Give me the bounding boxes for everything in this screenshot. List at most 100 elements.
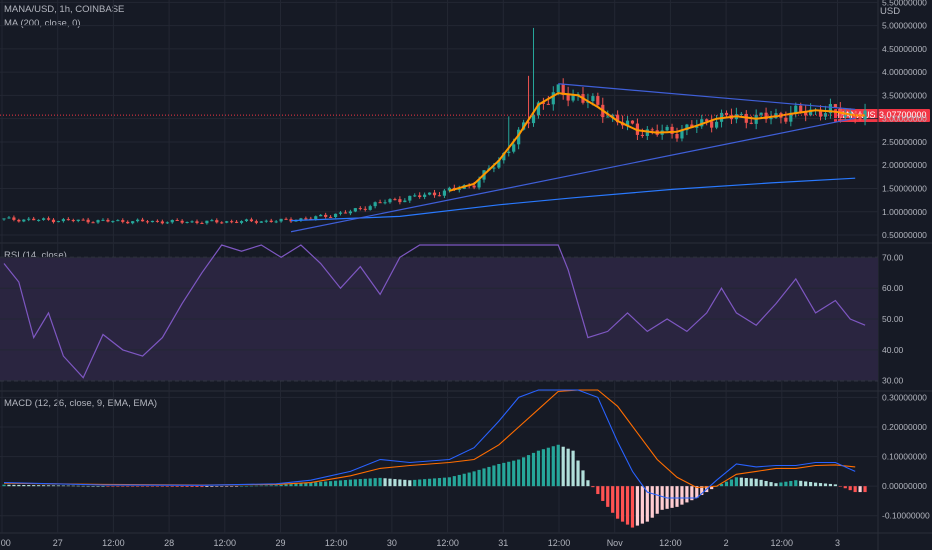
macd-histogram-bar	[764, 480, 768, 487]
ma-legend: MA (200, close, 0)	[4, 18, 81, 29]
price-tick-label: 2.00000000	[882, 160, 927, 170]
x-tick-label: 29	[275, 538, 285, 548]
price-tick-label: 0.50000000	[882, 230, 927, 240]
macd-histogram-bar	[645, 486, 649, 522]
candle-body	[710, 121, 714, 128]
candle-body	[274, 221, 278, 223]
macd-histogram-bar	[779, 482, 783, 487]
macd-histogram-bar	[289, 484, 293, 487]
candle-body	[591, 96, 595, 102]
candle-body	[101, 219, 105, 221]
macd-histogram-bar	[299, 483, 303, 487]
candle-body	[170, 219, 174, 223]
macd-histogram-bar	[101, 486, 105, 487]
signal-line	[3, 389, 856, 489]
x-tick-label: 12:00	[214, 538, 237, 548]
candle-body	[477, 179, 481, 188]
candle-body	[606, 116, 610, 118]
macd-histogram-bar	[324, 481, 328, 487]
macd-histogram-bar	[660, 486, 664, 510]
x-tick-label: Nov	[607, 538, 624, 548]
rsi-legend: RSI (14, close)	[4, 250, 67, 261]
x-tick-label: 2	[724, 538, 729, 548]
macd-histogram-bar	[833, 484, 837, 487]
x-tick-label: 2:00	[0, 538, 11, 548]
candle-body	[195, 221, 199, 223]
candle-body	[116, 220, 120, 222]
candle-body	[611, 114, 615, 117]
candle-body	[91, 222, 95, 224]
macd-histogram-bar	[150, 486, 155, 487]
candle-body	[616, 114, 620, 123]
candle-body	[472, 185, 476, 188]
macd-histogram-bar	[41, 485, 46, 487]
macd-histogram-bar	[165, 486, 169, 487]
price-tick-label: 5.00000000	[882, 21, 927, 31]
macd-histogram-bar	[353, 479, 357, 487]
macd-histogram-bar	[140, 486, 145, 487]
candle-body	[205, 220, 209, 224]
candle-body	[22, 219, 26, 222]
macd-tick-label: 0.20000000	[882, 422, 927, 432]
macd-histogram-bar	[546, 447, 550, 487]
x-tick-label: 30	[387, 538, 397, 548]
macd-histogram-bar	[27, 485, 31, 487]
candle-body	[551, 92, 555, 105]
macd-histogram-bar	[670, 486, 674, 508]
candle-body	[284, 218, 288, 220]
candle-body	[447, 187, 451, 191]
macd-histogram-bar	[457, 474, 461, 487]
macd-histogram-bar	[447, 477, 451, 487]
macd-histogram-bar	[769, 482, 773, 487]
candle-body	[759, 112, 763, 115]
macd-histogram-bar	[724, 481, 729, 487]
rsi-tick-label: 30.00	[882, 376, 904, 386]
macd-histogram-bar	[81, 485, 85, 487]
macd-histogram-bar	[368, 478, 372, 487]
macd-histogram-bar	[442, 477, 447, 487]
x-tick-label: 12:00	[325, 538, 348, 548]
candle-body	[383, 202, 387, 204]
macd-histogram-bar	[66, 485, 70, 487]
macd-histogram-bar	[848, 486, 852, 491]
macd-histogram-bar	[576, 460, 580, 487]
macd-histogram-bar	[423, 479, 427, 487]
macd-histogram-bar	[274, 485, 278, 487]
candle-body	[833, 104, 837, 108]
candle-body	[650, 129, 654, 131]
candle-body	[200, 222, 204, 224]
candle-body	[625, 120, 630, 126]
macd-histogram-bar	[794, 480, 798, 487]
macd-histogram-bar	[719, 483, 724, 487]
candle-body	[423, 194, 427, 197]
candle-body	[764, 112, 768, 120]
x-tick-label: 12:00	[771, 538, 794, 548]
macd-histogram-bar	[116, 486, 120, 487]
candle-body	[106, 219, 110, 222]
macd-histogram-bar	[517, 459, 521, 487]
macd-histogram-bar	[348, 479, 352, 487]
macd-histogram-bar	[531, 452, 536, 487]
candle-body	[66, 219, 70, 221]
macd-histogram-bar	[175, 486, 179, 487]
rsi-tick-label: 40.00	[882, 345, 904, 355]
macd-histogram-bar	[393, 479, 397, 487]
candle-body	[818, 109, 823, 117]
macd-histogram-bar	[729, 479, 734, 487]
macd-histogram-bar	[452, 476, 456, 487]
macd-histogram-bar	[813, 482, 818, 487]
candle-body	[358, 208, 362, 210]
macd-histogram-bar	[818, 483, 823, 487]
macd-histogram-bar	[650, 486, 654, 518]
candle-body	[556, 84, 560, 93]
trendline	[558, 83, 856, 110]
candle-body	[239, 221, 244, 223]
candle-body	[408, 195, 412, 201]
rsi-tick-label: 70.00	[882, 252, 904, 262]
candle-body	[517, 129, 521, 145]
macd-histogram-bar	[358, 479, 362, 487]
macd-histogram-bar	[264, 485, 268, 487]
macd-histogram-bar	[863, 486, 867, 493]
candle-body	[150, 220, 155, 223]
